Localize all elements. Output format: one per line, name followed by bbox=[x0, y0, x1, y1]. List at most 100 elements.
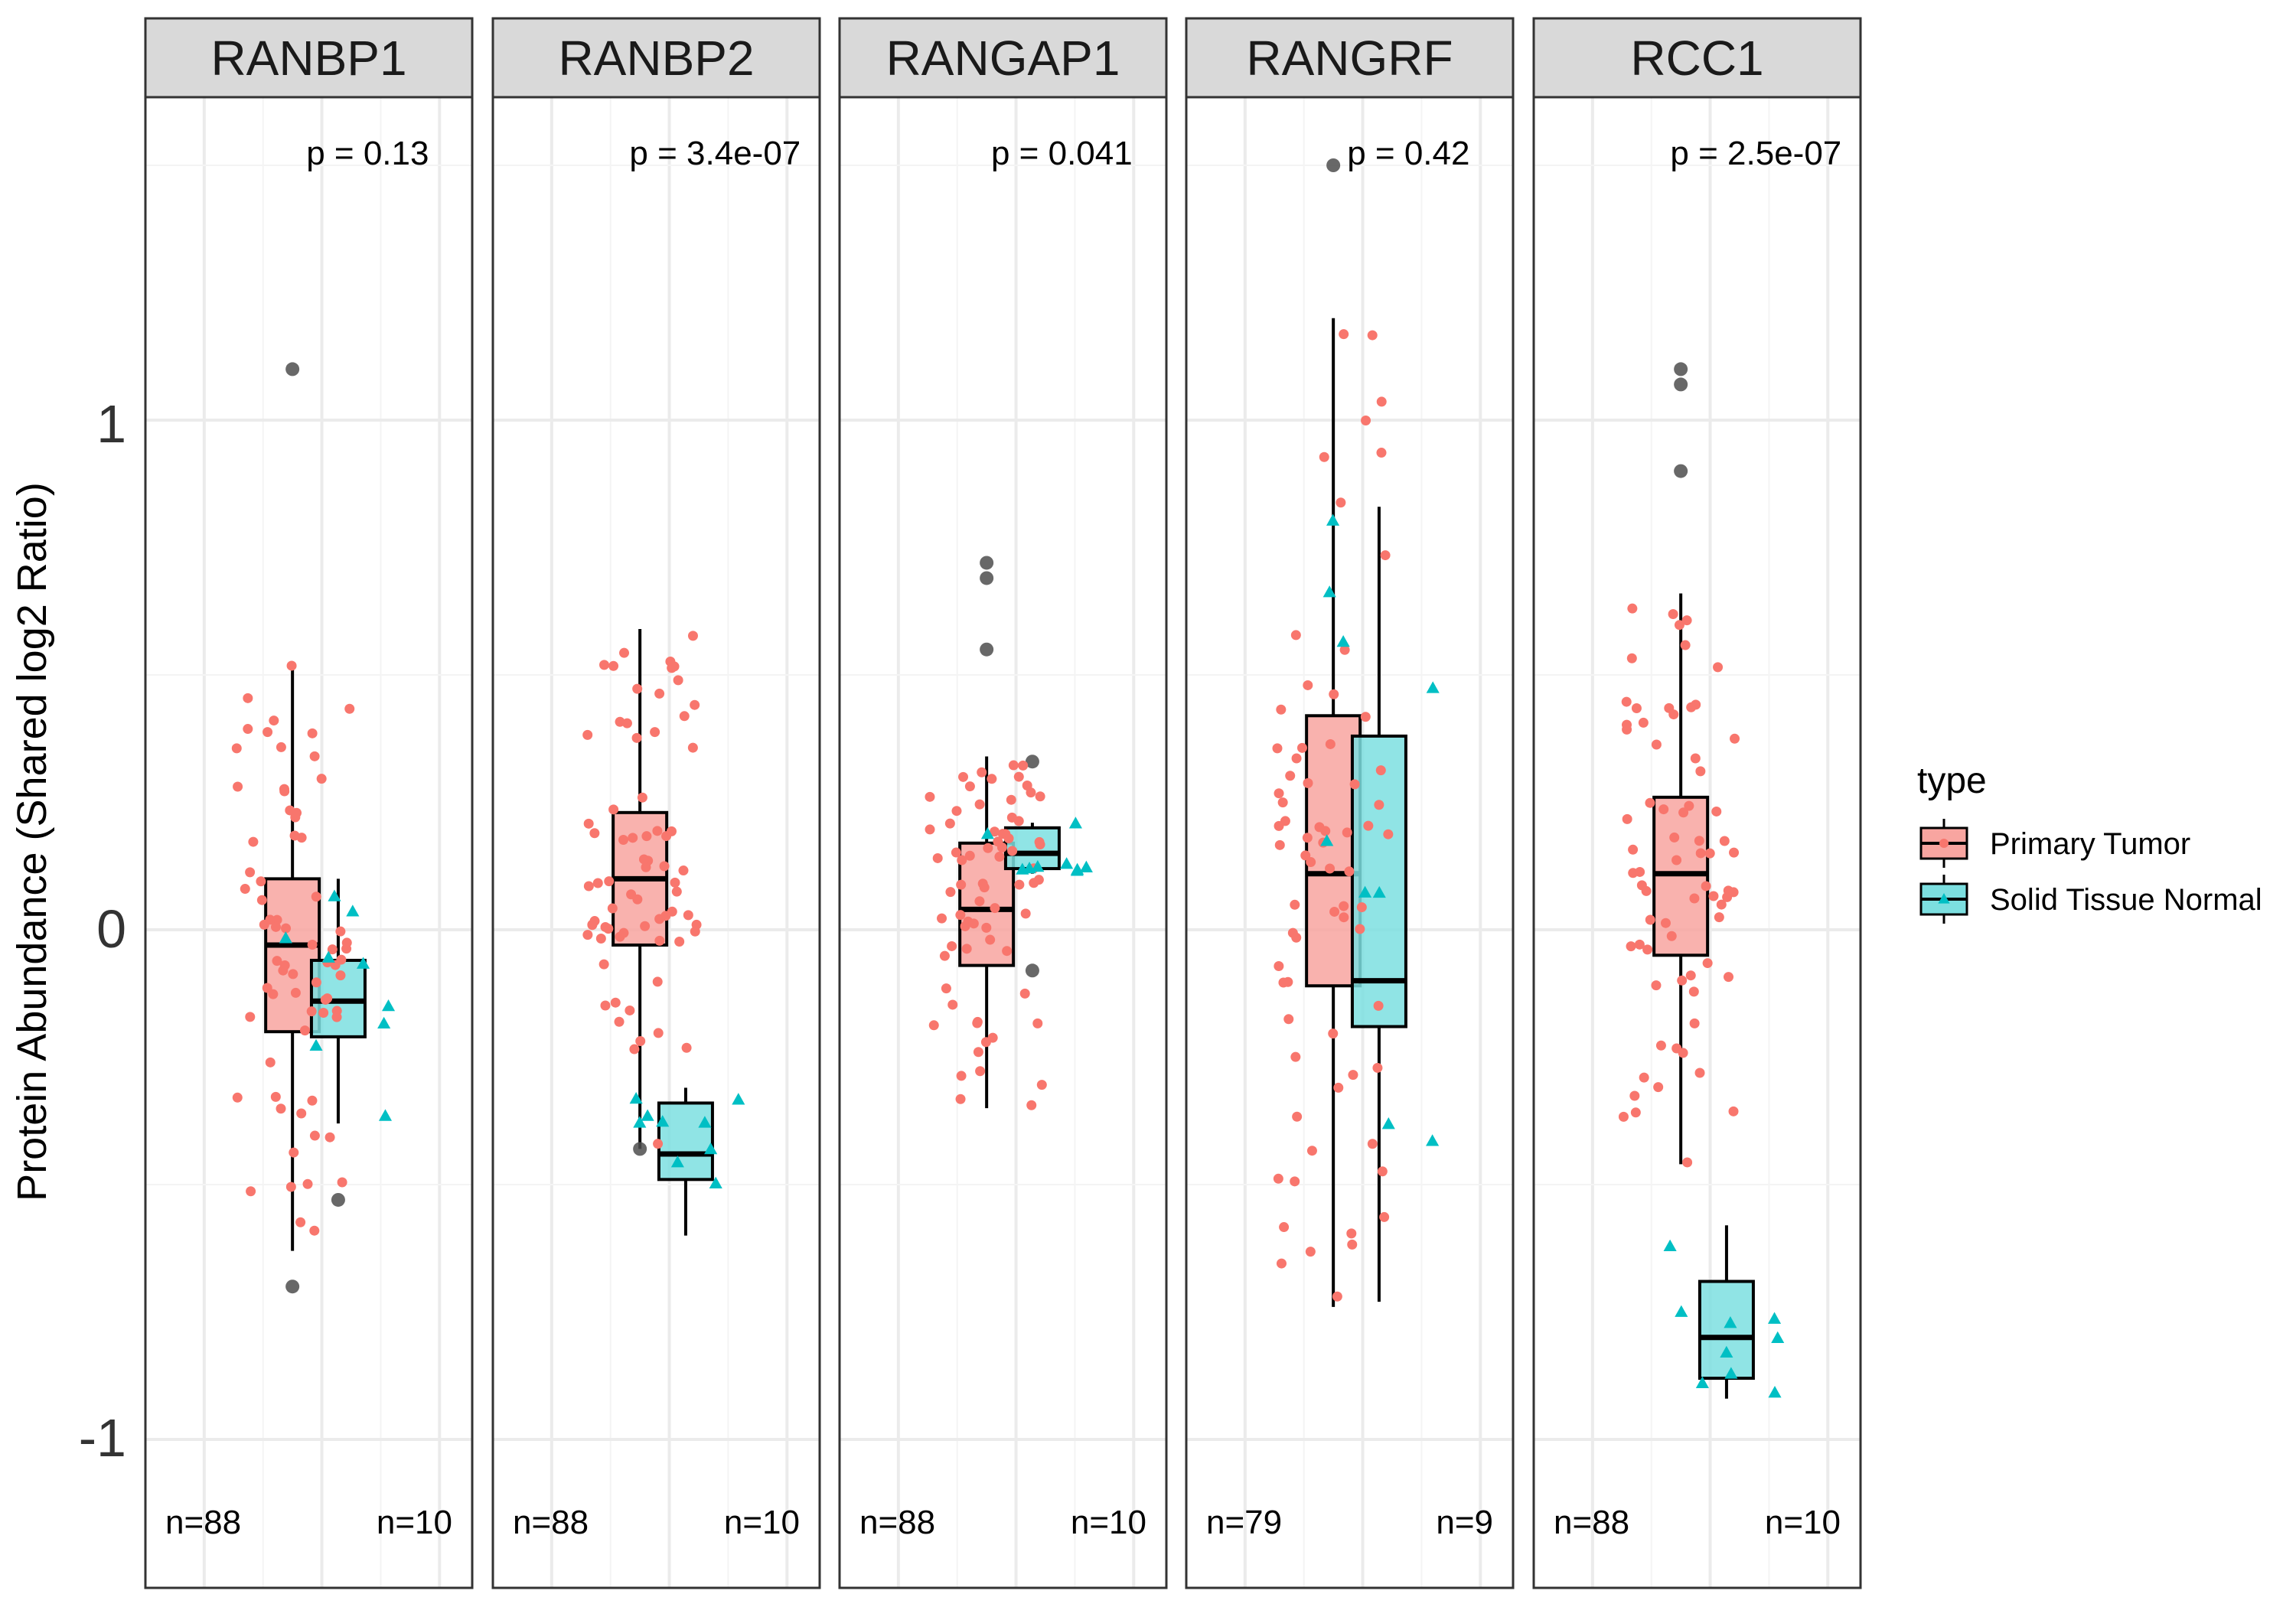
solid-tissue-normal-point bbox=[1695, 1376, 1709, 1388]
primary-tumor-point bbox=[1642, 944, 1653, 955]
primary-tumor-point bbox=[654, 935, 665, 946]
primary-tumor-point bbox=[1274, 839, 1285, 850]
primary-tumor-point bbox=[285, 1182, 296, 1192]
primary-tumor-point bbox=[1290, 630, 1301, 641]
solid-tissue-normal-point bbox=[1724, 1316, 1737, 1328]
primary-tumor-point bbox=[256, 895, 267, 905]
box-primary-tumor bbox=[1652, 362, 1710, 1165]
primary-tumor-point bbox=[653, 1139, 664, 1149]
legend-title: type bbox=[1917, 761, 1987, 801]
primary-tumor-point bbox=[1285, 771, 1296, 781]
primary-tumor-point bbox=[1325, 738, 1336, 749]
panel-rangap1: p = 0.041 n=88 n=10 RANGAP1 bbox=[838, 17, 1168, 1589]
solid-tissue-normal-point bbox=[709, 1176, 722, 1188]
primary-tumor-point bbox=[279, 786, 290, 797]
primary-tumor-point bbox=[1716, 899, 1727, 910]
primary-tumor-point bbox=[653, 1028, 664, 1038]
primary-tumor-point bbox=[957, 855, 967, 865]
primary-tumor-point bbox=[1701, 881, 1711, 892]
primary-tumor-point bbox=[1314, 822, 1325, 833]
primary-tumor-point bbox=[635, 1036, 646, 1047]
primary-tumor-point bbox=[289, 1147, 299, 1158]
primary-tumor-point bbox=[1283, 1014, 1294, 1025]
primary-tumor-point bbox=[1729, 847, 1740, 858]
box-solid-tissue-normal bbox=[1350, 507, 1407, 1302]
primary-tumor-point bbox=[660, 911, 671, 921]
panel-background bbox=[145, 97, 472, 1588]
primary-tumor-point bbox=[335, 926, 346, 937]
primary-tumor-point bbox=[937, 913, 947, 924]
primary-tumor-point bbox=[331, 1012, 342, 1022]
panel-ranbp1: p = 0.13 n=88 n=10 RANBP1 bbox=[144, 17, 474, 1589]
primary-tumor-point bbox=[1636, 880, 1647, 891]
primary-tumor-point bbox=[928, 1020, 939, 1031]
primary-tumor-point bbox=[1302, 833, 1313, 843]
primary-tumor-point bbox=[1348, 1070, 1358, 1081]
primary-tumor-point bbox=[268, 989, 279, 999]
primary-tumor-point bbox=[983, 843, 993, 853]
p-value-label: p = 0.13 bbox=[306, 135, 429, 172]
primary-tumor-point bbox=[1627, 603, 1638, 614]
outlier-point bbox=[980, 642, 994, 657]
primary-tumor-point bbox=[939, 950, 950, 961]
primary-tumor-point bbox=[290, 812, 301, 823]
primary-tumor-point bbox=[1690, 753, 1701, 764]
primary-tumor-point bbox=[1377, 1166, 1388, 1177]
primary-tumor-point bbox=[306, 1006, 317, 1017]
solid-tissue-normal-point bbox=[1675, 1305, 1688, 1317]
primary-tumor-point bbox=[309, 1225, 320, 1236]
primary-tumor-point bbox=[262, 983, 272, 993]
y-axis-label: Protein Abundance (Shared log2 Ratio) bbox=[9, 482, 55, 1201]
primary-tumor-point bbox=[687, 631, 698, 641]
primary-tumor-point bbox=[281, 923, 292, 934]
solid-tissue-normal-point bbox=[279, 931, 292, 944]
p-value-label: p = 3.4e-07 bbox=[629, 135, 801, 172]
primary-tumor-point bbox=[1367, 330, 1378, 341]
primary-tumor-point bbox=[691, 919, 702, 930]
primary-tumor-point bbox=[608, 804, 619, 815]
solid-tissue-normal-point bbox=[641, 1109, 654, 1121]
legend-key-primary-tumor bbox=[1919, 819, 1968, 868]
primary-tumor-point bbox=[1328, 1028, 1339, 1039]
primary-tumor-point bbox=[1372, 1062, 1383, 1073]
primary-tumor-point bbox=[589, 916, 600, 927]
primary-tumor-point bbox=[311, 892, 321, 902]
outlier-point bbox=[1025, 755, 1039, 769]
solid-tissue-normal-point bbox=[1358, 885, 1372, 898]
primary-tumor-point bbox=[610, 997, 621, 1008]
solid-tissue-normal-point bbox=[377, 1016, 391, 1029]
primary-tumor-point bbox=[1724, 972, 1734, 983]
primary-tumor-point bbox=[1678, 807, 1689, 818]
solid-tissue-normal-point bbox=[381, 999, 396, 1012]
primary-tumor-point bbox=[1355, 924, 1365, 934]
primary-tumor-point bbox=[1363, 820, 1374, 831]
primary-tumor-point bbox=[1006, 812, 1017, 823]
primary-tumor-point bbox=[955, 1094, 966, 1104]
primary-tumor-point bbox=[961, 944, 972, 954]
primary-tumor-point bbox=[302, 1178, 313, 1189]
primary-tumor-point bbox=[631, 732, 642, 743]
primary-tumor-point bbox=[1695, 848, 1706, 859]
solid-tissue-normal-point bbox=[357, 957, 370, 969]
solid-tissue-normal-point bbox=[1336, 634, 1350, 647]
outlier-point bbox=[633, 1142, 647, 1156]
primary-tumor-point bbox=[1029, 878, 1039, 888]
panel-rcc1: p = 2.5e-07 n=88 n=10 RCC1 bbox=[1532, 17, 1862, 1589]
primary-tumor-point bbox=[246, 1186, 256, 1197]
primary-tumor-point bbox=[1342, 827, 1352, 838]
primary-tumor-point bbox=[1671, 855, 1682, 865]
primary-tumor-point bbox=[1339, 901, 1349, 911]
primary-tumor-point bbox=[311, 977, 321, 988]
primary-tumor-point bbox=[1622, 813, 1632, 824]
primary-tumor-point bbox=[1306, 1146, 1317, 1156]
primary-tumor-point bbox=[673, 675, 683, 686]
primary-tumor-point bbox=[1689, 1018, 1700, 1028]
primary-tumor-point bbox=[296, 1108, 307, 1119]
n-label-solid-tissue-normal: n=10 bbox=[1765, 1504, 1841, 1541]
legend-key-point bbox=[1939, 839, 1949, 848]
primary-tumor-point bbox=[1660, 918, 1671, 928]
primary-tumor-point bbox=[598, 959, 609, 970]
primary-tumor-point bbox=[1329, 689, 1339, 699]
n-label-solid-tissue-normal: n=10 bbox=[377, 1504, 452, 1541]
primary-tumor-point bbox=[1685, 970, 1696, 981]
